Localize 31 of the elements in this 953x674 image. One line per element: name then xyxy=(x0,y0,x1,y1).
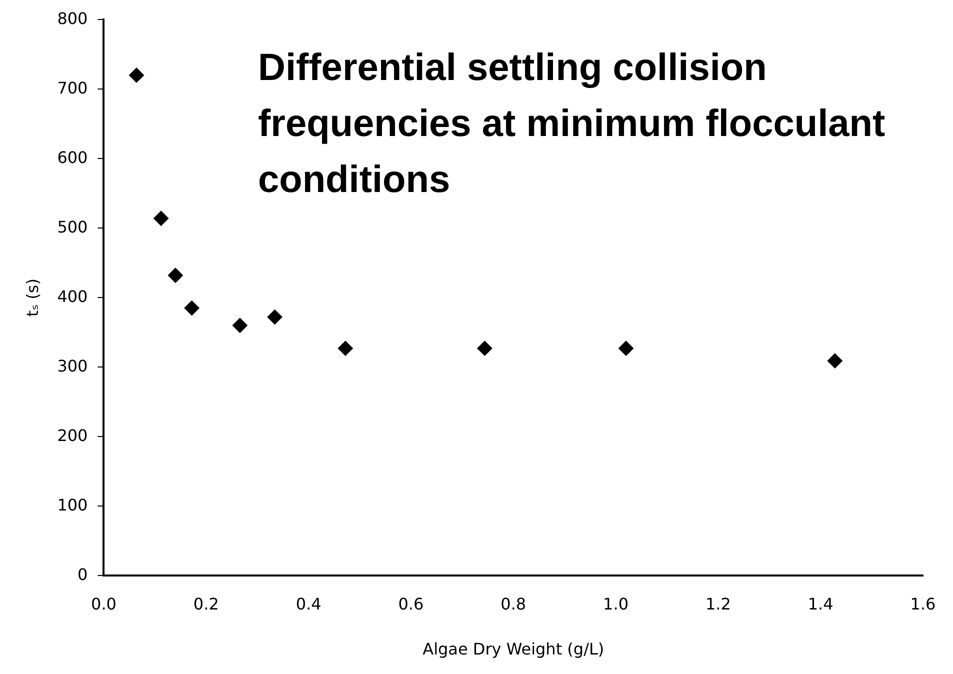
x-axis-title: Algae Dry Weight (g/L) xyxy=(422,640,604,659)
x-tick-label: 1.4 xyxy=(808,594,834,614)
x-tick-label: 0.4 xyxy=(296,594,322,614)
x-tick-label: 0.2 xyxy=(193,594,219,614)
point xyxy=(129,68,144,83)
point xyxy=(154,210,169,226)
y-axis-title: tₛ (s) xyxy=(22,278,42,317)
x-tick-label: 0.8 xyxy=(500,594,526,614)
y-tick-label: 700 xyxy=(57,78,88,98)
x-tick-label: 0.0 xyxy=(91,594,116,614)
y-tick-label: 100 xyxy=(57,495,88,514)
point xyxy=(168,268,183,283)
text: Differential settling collision frequencies at minimum flocculant conditions xyxy=(258,47,886,201)
x-tick-label: 0.6 xyxy=(398,594,424,614)
y-tick-label: 0 xyxy=(78,564,88,584)
point xyxy=(232,318,248,333)
y-tick-label: 400 xyxy=(57,286,88,306)
y-tick-label: 300 xyxy=(57,356,88,376)
point xyxy=(477,340,492,356)
y-tick-label: 600 xyxy=(57,148,88,167)
point xyxy=(827,353,842,368)
point xyxy=(267,310,282,325)
x-tick-label: 1.0 xyxy=(603,594,629,614)
x-tick-label: 1.6 xyxy=(910,594,936,614)
x-tick-label: 1.2 xyxy=(705,594,731,614)
y-tick-label: 500 xyxy=(57,217,88,236)
point xyxy=(184,300,200,316)
point xyxy=(618,340,634,356)
y-tick-label: 200 xyxy=(57,426,88,445)
point xyxy=(338,340,353,356)
y-tick-label: 800 xyxy=(57,8,88,28)
